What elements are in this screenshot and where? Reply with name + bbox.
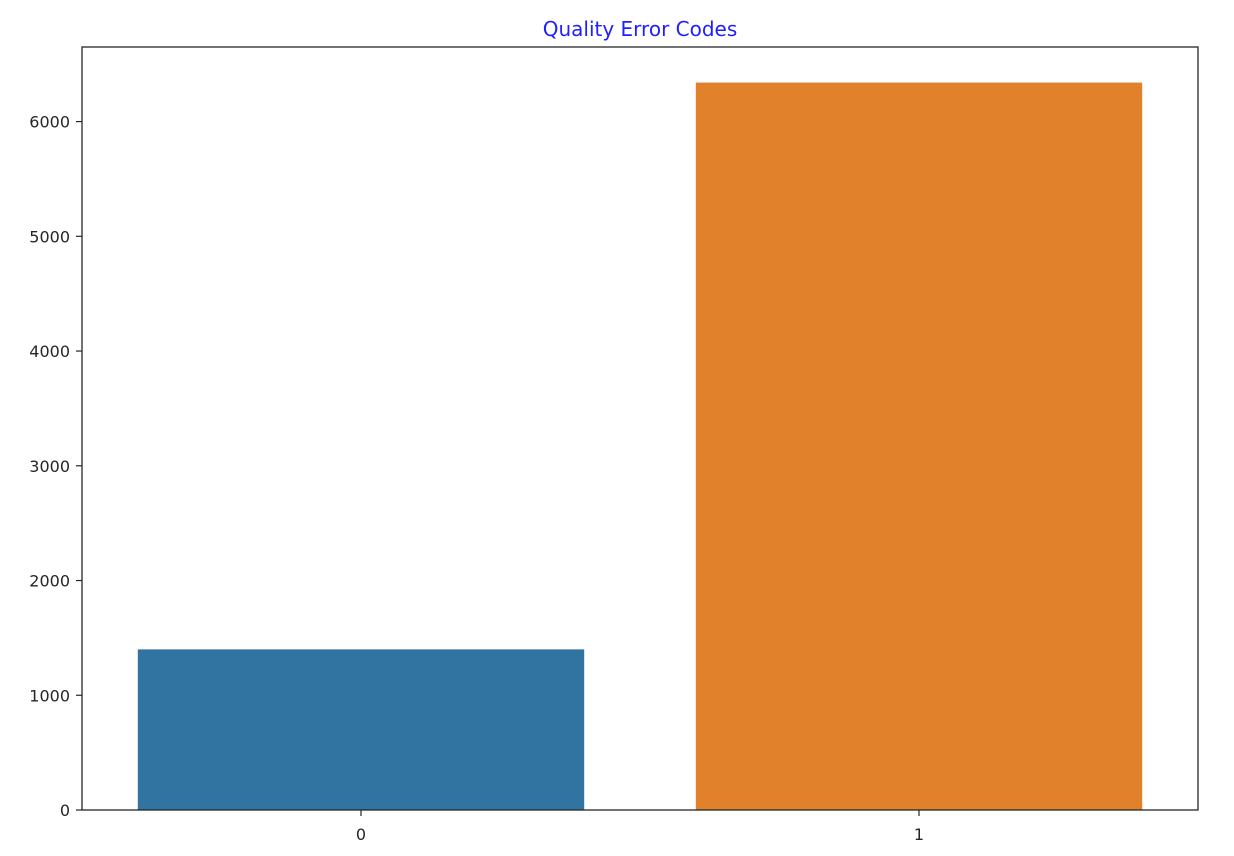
- y-tick-label: 4000: [29, 342, 70, 361]
- y-tick-label: 6000: [29, 113, 70, 132]
- y-tick-label: 3000: [29, 457, 70, 476]
- bar-1: [695, 82, 1143, 810]
- bar-0: [137, 649, 585, 810]
- x-tick-label: 1: [914, 825, 924, 844]
- y-tick-label: 1000: [29, 686, 70, 705]
- bars-group: [137, 82, 1143, 810]
- x-tick-label: 0: [356, 825, 366, 844]
- chart-title: Quality Error Codes: [543, 17, 738, 41]
- y-tick-label: 0: [60, 801, 70, 820]
- y-axis-ticks: 0 1000 2000 3000 4000 5000 6000: [29, 113, 82, 820]
- y-tick-label: 2000: [29, 572, 70, 591]
- y-tick-label: 5000: [29, 227, 70, 246]
- plot-frame: [81, 46, 1199, 811]
